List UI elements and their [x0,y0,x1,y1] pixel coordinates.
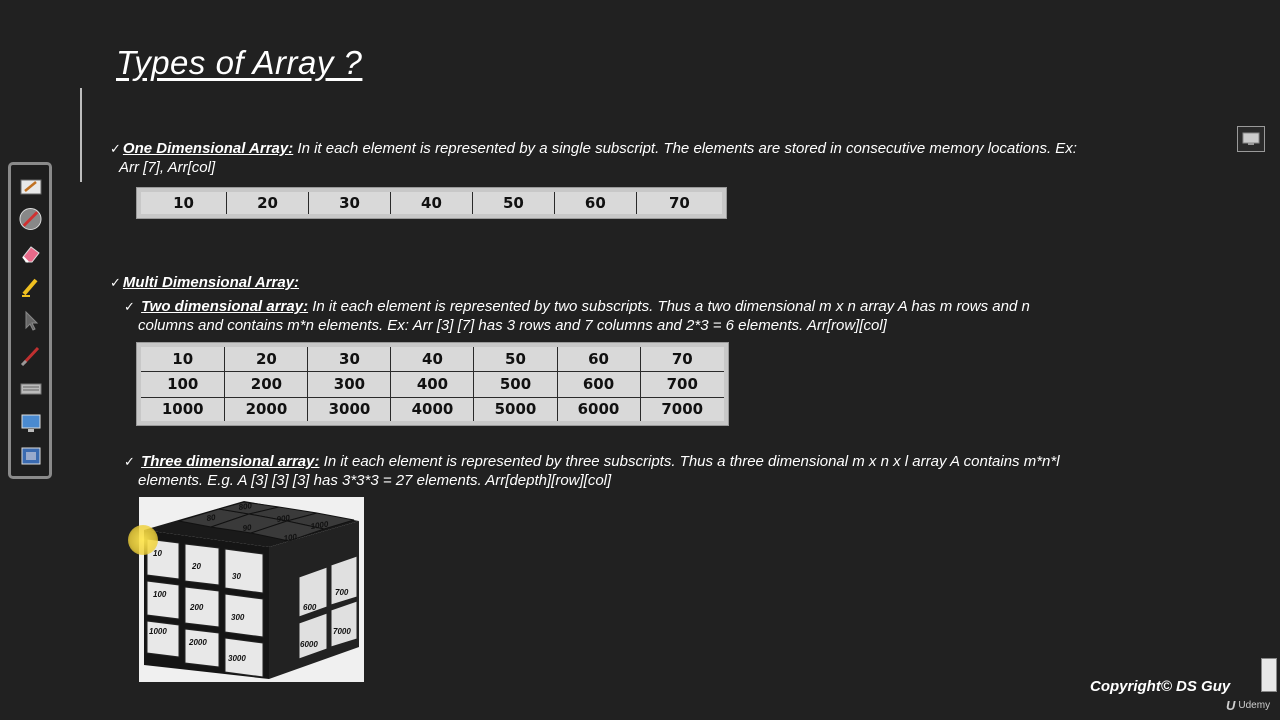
udemy-logo-icon: U [1226,698,1236,713]
array-cell: 500 [473,370,558,398]
cube-label: 3000 [228,654,246,663]
divider-line [80,88,82,182]
copyright-text: Copyright© DS Guy [1090,678,1231,695]
udemy-label: Udemy [1238,700,1271,711]
multi-dim-heading: ✓ Multi Dimensional Array: [110,274,300,291]
array-cell: 60 [553,189,637,217]
cube-label: 600 [303,603,317,612]
array-cell: 10 [138,189,228,217]
two-dim-paragraph: ✓ Two dimensional array: In it each elem… [124,298,1030,315]
cube-label: 90 [242,523,253,533]
array-cell: 4000 [390,396,475,424]
two-dim-term: Two dimensional array: [141,298,309,315]
screen-icon[interactable] [19,411,42,434]
whiteboard-icon[interactable] [19,175,42,198]
three-dim-term: Three dimensional array: [141,453,320,470]
array-cell: 5000 [473,396,558,424]
cube-label: 20 [191,562,201,571]
array-cell: 6000 [556,396,641,424]
three-dim-example: elements. E.g. A [3] [3] [3] has 3*3*3 =… [138,472,612,489]
cube-label: 6000 [300,640,318,649]
cube-label: 10 [153,549,162,558]
keyboard-icon[interactable] [19,377,42,400]
cube-label: 800 [238,501,253,512]
one-dim-term: One Dimensional Array: [122,140,294,157]
array-cell: 100 [138,370,226,398]
cube-label: 100 [283,532,298,543]
array-cell: 30 [308,189,391,217]
array-cell: 20 [226,189,310,217]
array-cell: 3000 [307,396,392,424]
array-cell: 2000 [224,396,309,424]
array-cell: 70 [639,344,727,372]
array-cell: 50 [471,189,555,217]
screen-toggle-button[interactable] [1237,126,1265,152]
cube-label: 100 [153,590,167,599]
one-dim-text: In it each element is represented by a s… [293,140,1077,157]
cube-label: 300 [231,613,245,622]
monitor-icon [1242,132,1260,145]
array-cell: 1000 [138,396,226,424]
cube-label: 900 [276,513,291,524]
mini-scroll-control[interactable] [1261,658,1277,692]
array-cell: 70 [635,189,725,217]
cube-label: 700 [335,588,349,597]
screenshot-icon[interactable] [19,445,42,468]
three-dim-text: In it each element is represented by thr… [319,453,1060,470]
array-cell: 600 [556,370,641,398]
array-cell: 200 [224,370,309,398]
cube-label: 80 [206,513,217,523]
annotation-toolbar [8,162,52,479]
udemy-watermark: U Udemy [1226,698,1270,713]
one-dim-example: Arr [7], Arr[col] [119,159,216,176]
array-cell: 300 [307,370,392,398]
array-cell: 10 [138,344,226,372]
two-dim-example: columns and contains m*n elements. Ex: A… [138,317,887,334]
two-dim-text: In it each element is represented by two… [308,298,1030,315]
cube-label: 30 [232,572,241,581]
brush-icon[interactable] [19,343,42,366]
array-cell: 700 [639,370,727,398]
cube-label: 1000 [310,520,329,531]
one-dim-paragraph: ✓ One Dimensional Array: In it each eleme… [110,140,1077,157]
slide-title: Types of Array ? [116,44,363,81]
pointer-icon[interactable] [19,309,42,332]
pointer-highlight [128,525,158,555]
array-cell: 40 [390,344,475,372]
cube-label: 2000 [188,638,207,647]
array-cell: 7000 [639,396,727,424]
array-cell: 50 [473,344,558,372]
three-dim-paragraph: ✓ Three dimensional array: In it each el… [124,453,1060,470]
pen-disabled-icon[interactable] [19,207,42,230]
cube-label: 1000 [149,627,167,636]
one-dim-table: 10 20 30 40 50 60 70 [136,187,727,219]
array-cell: 400 [390,370,475,398]
array-cell: 60 [556,344,641,372]
cube-label: 200 [189,603,204,612]
multi-dim-term: Multi Dimensional Array: [122,274,300,291]
array-cell: 40 [389,189,473,217]
cube-label: 7000 [333,627,351,636]
two-dim-table: 10 20 30 40 50 60 70 100 200 300 400 500… [136,342,729,426]
array-cell: 30 [307,344,392,372]
cube-image: 800 80 900 90 1000 100 10 20 30 100 200 … [139,497,364,682]
eraser-icon[interactable] [19,241,42,264]
highlighter-icon[interactable] [19,275,42,298]
array-cell: 20 [224,344,309,372]
